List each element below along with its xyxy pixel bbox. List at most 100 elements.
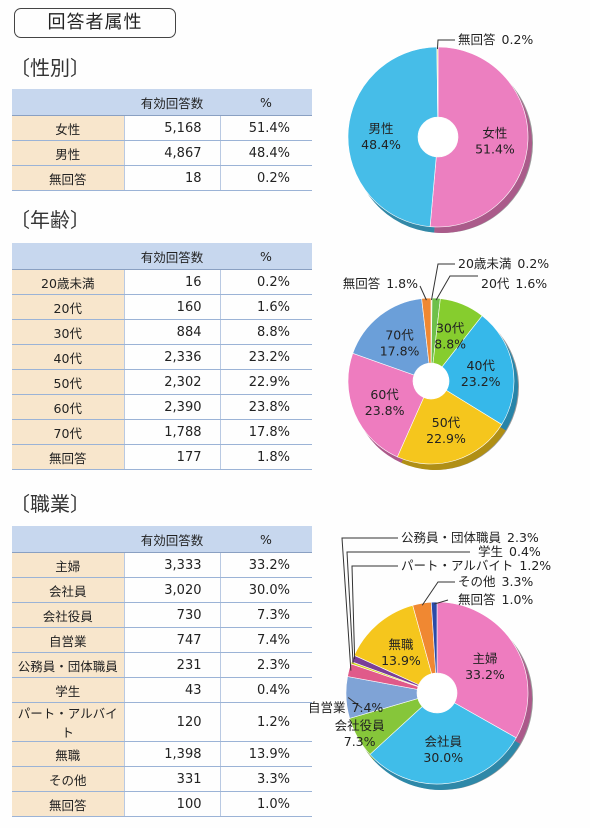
row-percent: 1.2% xyxy=(219,702,312,742)
leader-line xyxy=(421,581,455,606)
row-count: 884 xyxy=(123,319,220,345)
row-label: 会社役員 xyxy=(12,602,124,628)
slice-label-category: 会社役員 xyxy=(335,718,386,733)
slice-label-category: 無回答 xyxy=(458,32,496,47)
pie-slice-4 xyxy=(441,315,515,425)
slice-label-category: 会社員 xyxy=(425,734,463,749)
slice-label-category: 30代 xyxy=(436,320,465,335)
row-label: 60代 xyxy=(12,394,124,420)
leader-line xyxy=(434,599,449,605)
row-label: 50代 xyxy=(12,369,124,395)
row-percent: 8.8% xyxy=(219,319,312,345)
row-count: 4,867 xyxy=(123,140,220,166)
slice-label-percent: 1.6% xyxy=(515,276,547,291)
row-count: 331 xyxy=(123,766,220,792)
slice-label-percent: 8.8% xyxy=(434,336,466,351)
slice-label: 20歳未満 0.2% xyxy=(458,256,549,271)
row-count: 2,390 xyxy=(123,394,220,420)
slice-label: 無回答 1.0% xyxy=(458,592,533,607)
slice-label-category: その他 xyxy=(458,574,496,589)
row-percent: 1.8% xyxy=(219,444,312,470)
row-label: 公務員・団体職員 xyxy=(12,652,124,678)
slice-label-percent: 33.2% xyxy=(465,667,505,682)
leader-line xyxy=(419,285,427,301)
table-row: 40代 2,336 23.2% xyxy=(12,344,312,370)
row-label: パート・アルバイト xyxy=(12,702,124,742)
row-label: 40代 xyxy=(12,344,124,370)
slice-label: 20代 1.6% xyxy=(481,276,547,291)
table-row: 30代 884 8.8% xyxy=(12,319,312,345)
leader-line xyxy=(347,697,363,709)
table-row: 70代 1,788 17.8% xyxy=(12,419,312,445)
pie-slice-5 xyxy=(396,390,503,465)
table-row: 会社役員 730 7.3% xyxy=(12,602,312,628)
donut-hole xyxy=(413,363,449,399)
table-row: 無職 1,398 13.9% xyxy=(12,741,312,767)
row-percent: 51.4% xyxy=(219,115,312,141)
slice-label-category: 20歳未満 xyxy=(458,256,511,271)
header-count: 有効回答数 xyxy=(124,526,220,553)
slice-label-percent: 0.2% xyxy=(517,256,549,271)
slice-label-category: 20代 xyxy=(481,276,510,291)
row-label: 30代 xyxy=(12,319,124,345)
section-heading-gender: 〔性別〕 xyxy=(10,56,90,80)
table-row: 20歳未満 16 0.2% xyxy=(12,269,312,295)
leader-line xyxy=(431,263,455,301)
slice-label-percent: 23.2% xyxy=(461,374,501,389)
table-header-blank xyxy=(12,89,124,116)
leader-line xyxy=(435,275,478,301)
section-heading-age: 〔年齢〕 xyxy=(10,208,90,232)
table-row: 男性 4,867 48.4% xyxy=(12,140,312,166)
slice-label-percent: 7.4% xyxy=(352,700,384,715)
slice-label-percent: 30.0% xyxy=(423,750,463,765)
leader-line xyxy=(436,39,455,50)
slice-label-category: 公務員・団体職員 xyxy=(401,530,502,545)
table-row: 女性 5,168 51.4% xyxy=(12,115,312,141)
donut-hole xyxy=(417,673,457,713)
row-label: 無職 xyxy=(12,741,124,767)
slice-label-category: 主婦 xyxy=(472,651,497,666)
row-count: 730 xyxy=(123,602,220,628)
row-percent: 23.2% xyxy=(219,344,312,370)
table-row: 自営業 747 7.4% xyxy=(12,627,312,653)
slice-label-category: 無回答 xyxy=(458,592,496,607)
row-label: 学生 xyxy=(12,677,124,703)
row-count: 18 xyxy=(123,165,220,191)
row-label: その他 xyxy=(12,766,124,792)
donut-hole xyxy=(418,117,458,157)
slice-label: 公務員・団体職員 2.3% xyxy=(401,530,539,545)
slice-label-percent: 13.9% xyxy=(381,653,421,668)
slice-label-percent: 0.4% xyxy=(509,544,541,559)
slice-label-category: 50代 xyxy=(432,415,461,430)
row-label: 男性 xyxy=(12,140,124,166)
row-count: 100 xyxy=(123,791,220,817)
header-percent: % xyxy=(220,243,312,270)
slice-label-percent: 22.9% xyxy=(426,431,466,446)
row-percent: 30.0% xyxy=(219,577,312,603)
leader-line xyxy=(351,565,398,660)
row-count: 177 xyxy=(123,444,220,470)
row-count: 231 xyxy=(123,652,220,678)
row-count: 3,333 xyxy=(123,552,220,578)
table-row: 主婦 3,333 33.2% xyxy=(12,552,312,578)
row-count: 747 xyxy=(123,627,220,653)
row-label: 無回答 xyxy=(12,444,124,470)
slice-label-percent: 3.3% xyxy=(502,574,534,589)
slice-label: パート・アルバイト 1.2% xyxy=(401,558,551,573)
slice-label-category: 無回答 xyxy=(343,276,381,291)
table-row: 学生 43 0.4% xyxy=(12,677,312,703)
table-row: パート・アルバイト 120 1.2% xyxy=(12,702,312,742)
row-label: 自営業 xyxy=(12,627,124,653)
slice-label: 無回答 0.2% xyxy=(458,32,533,47)
page-title: 回答者属性 xyxy=(14,8,176,38)
slice-label-percent: 51.4% xyxy=(475,142,515,157)
slice-label-category: 男性 xyxy=(369,121,394,136)
slice-label-percent: 1.0% xyxy=(502,592,534,607)
slice-label-category: 70代 xyxy=(385,327,414,342)
header-count: 有効回答数 xyxy=(124,243,220,270)
row-count: 43 xyxy=(123,677,220,703)
slice-label-percent: 48.4% xyxy=(361,137,401,152)
table-header-blank xyxy=(12,526,124,553)
slice-label-category: 学生 xyxy=(478,544,503,559)
